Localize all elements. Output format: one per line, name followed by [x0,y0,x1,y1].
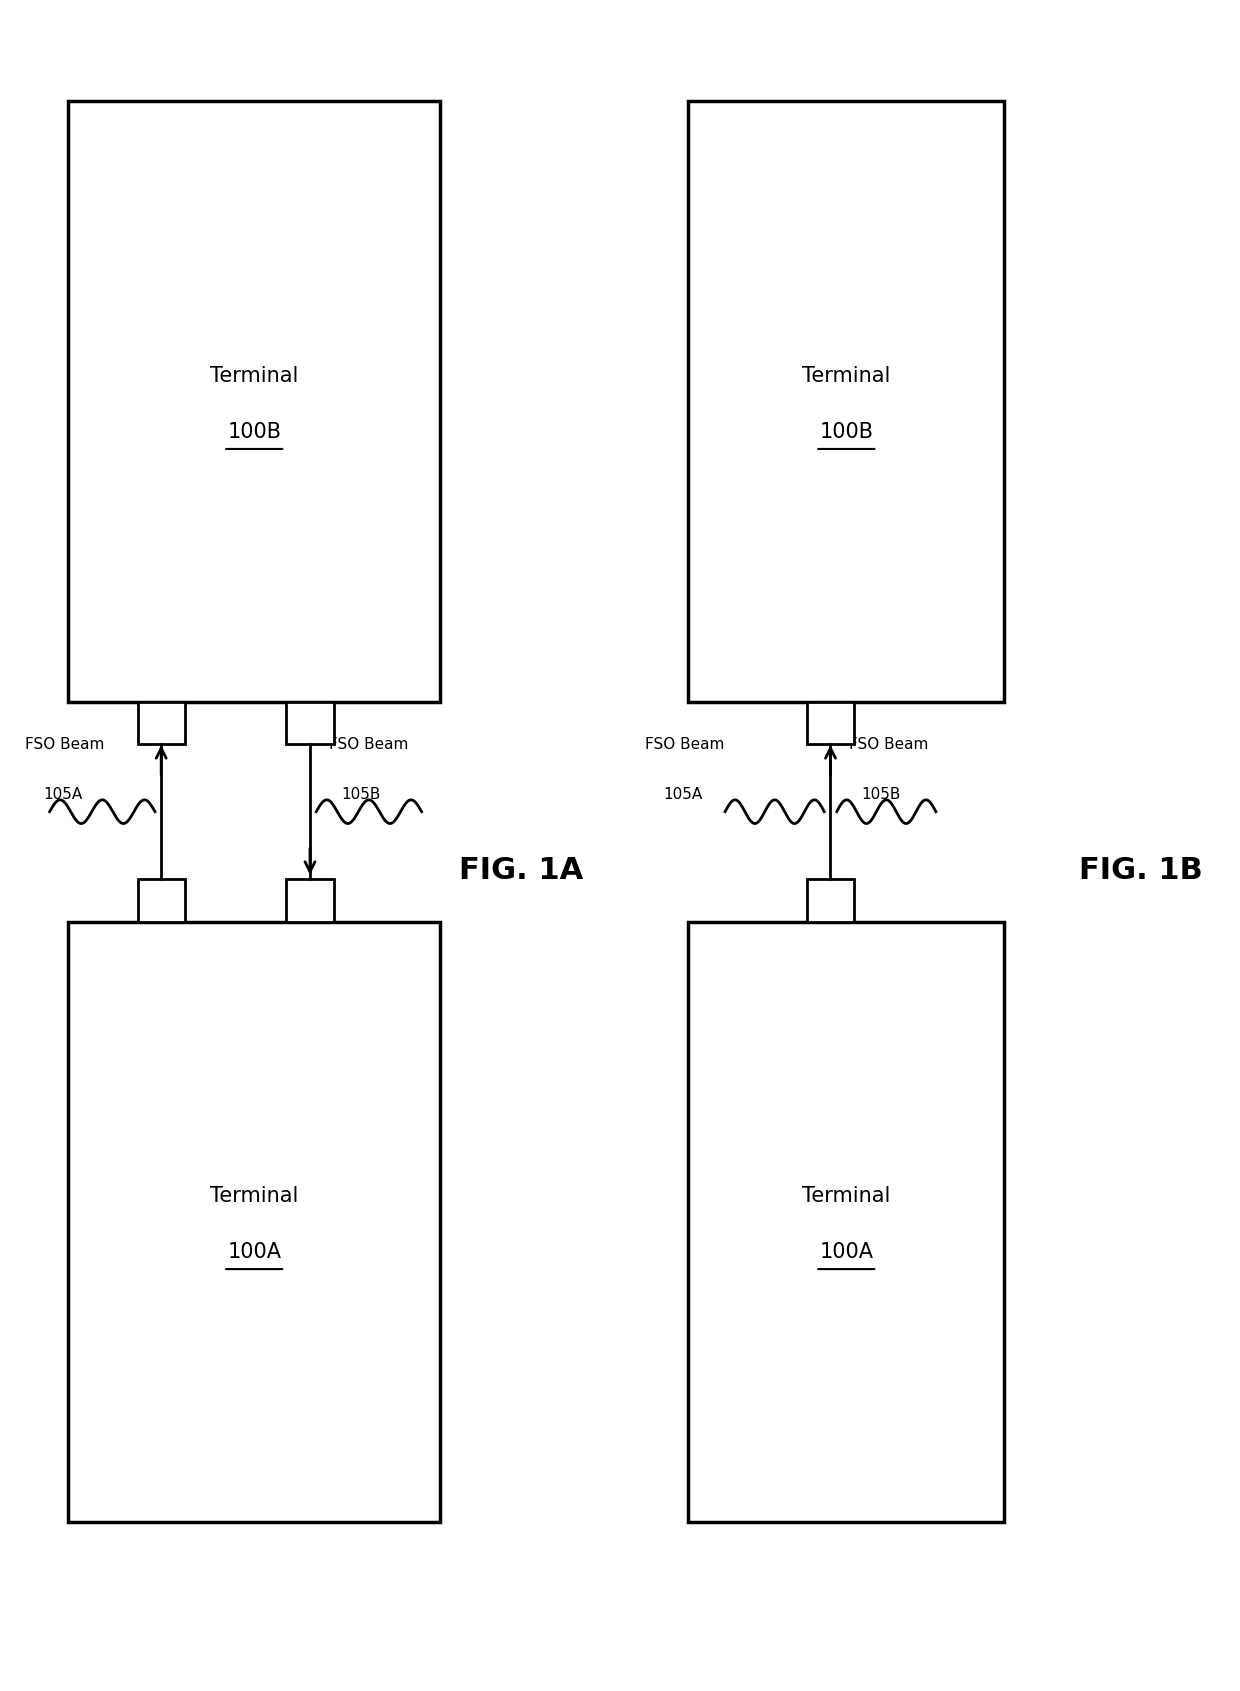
Text: 105B: 105B [862,788,901,802]
Text: Terminal: Terminal [210,1187,299,1206]
FancyBboxPatch shape [138,702,185,744]
FancyBboxPatch shape [688,922,1004,1522]
Text: Terminal: Terminal [802,1187,890,1206]
FancyBboxPatch shape [286,879,334,922]
Text: 100A: 100A [227,1243,281,1261]
Text: FSO Beam: FSO Beam [849,737,929,751]
Text: FSO Beam: FSO Beam [25,737,104,751]
FancyBboxPatch shape [68,922,440,1522]
Text: 105A: 105A [663,788,703,802]
Text: 100A: 100A [820,1243,873,1261]
Text: Terminal: Terminal [210,367,299,386]
Text: 100B: 100B [820,423,873,441]
Text: Terminal: Terminal [802,367,890,386]
Text: 105A: 105A [43,788,83,802]
Text: FIG. 1B: FIG. 1B [1079,856,1203,886]
Text: FSO Beam: FSO Beam [645,737,724,751]
FancyBboxPatch shape [138,879,185,922]
Text: FSO Beam: FSO Beam [329,737,408,751]
Text: 100B: 100B [227,423,281,441]
Text: FIG. 1A: FIG. 1A [459,856,583,886]
Text: 105B: 105B [341,788,381,802]
FancyBboxPatch shape [286,702,334,744]
FancyBboxPatch shape [807,702,854,744]
FancyBboxPatch shape [807,879,854,922]
FancyBboxPatch shape [688,101,1004,702]
FancyBboxPatch shape [68,101,440,702]
